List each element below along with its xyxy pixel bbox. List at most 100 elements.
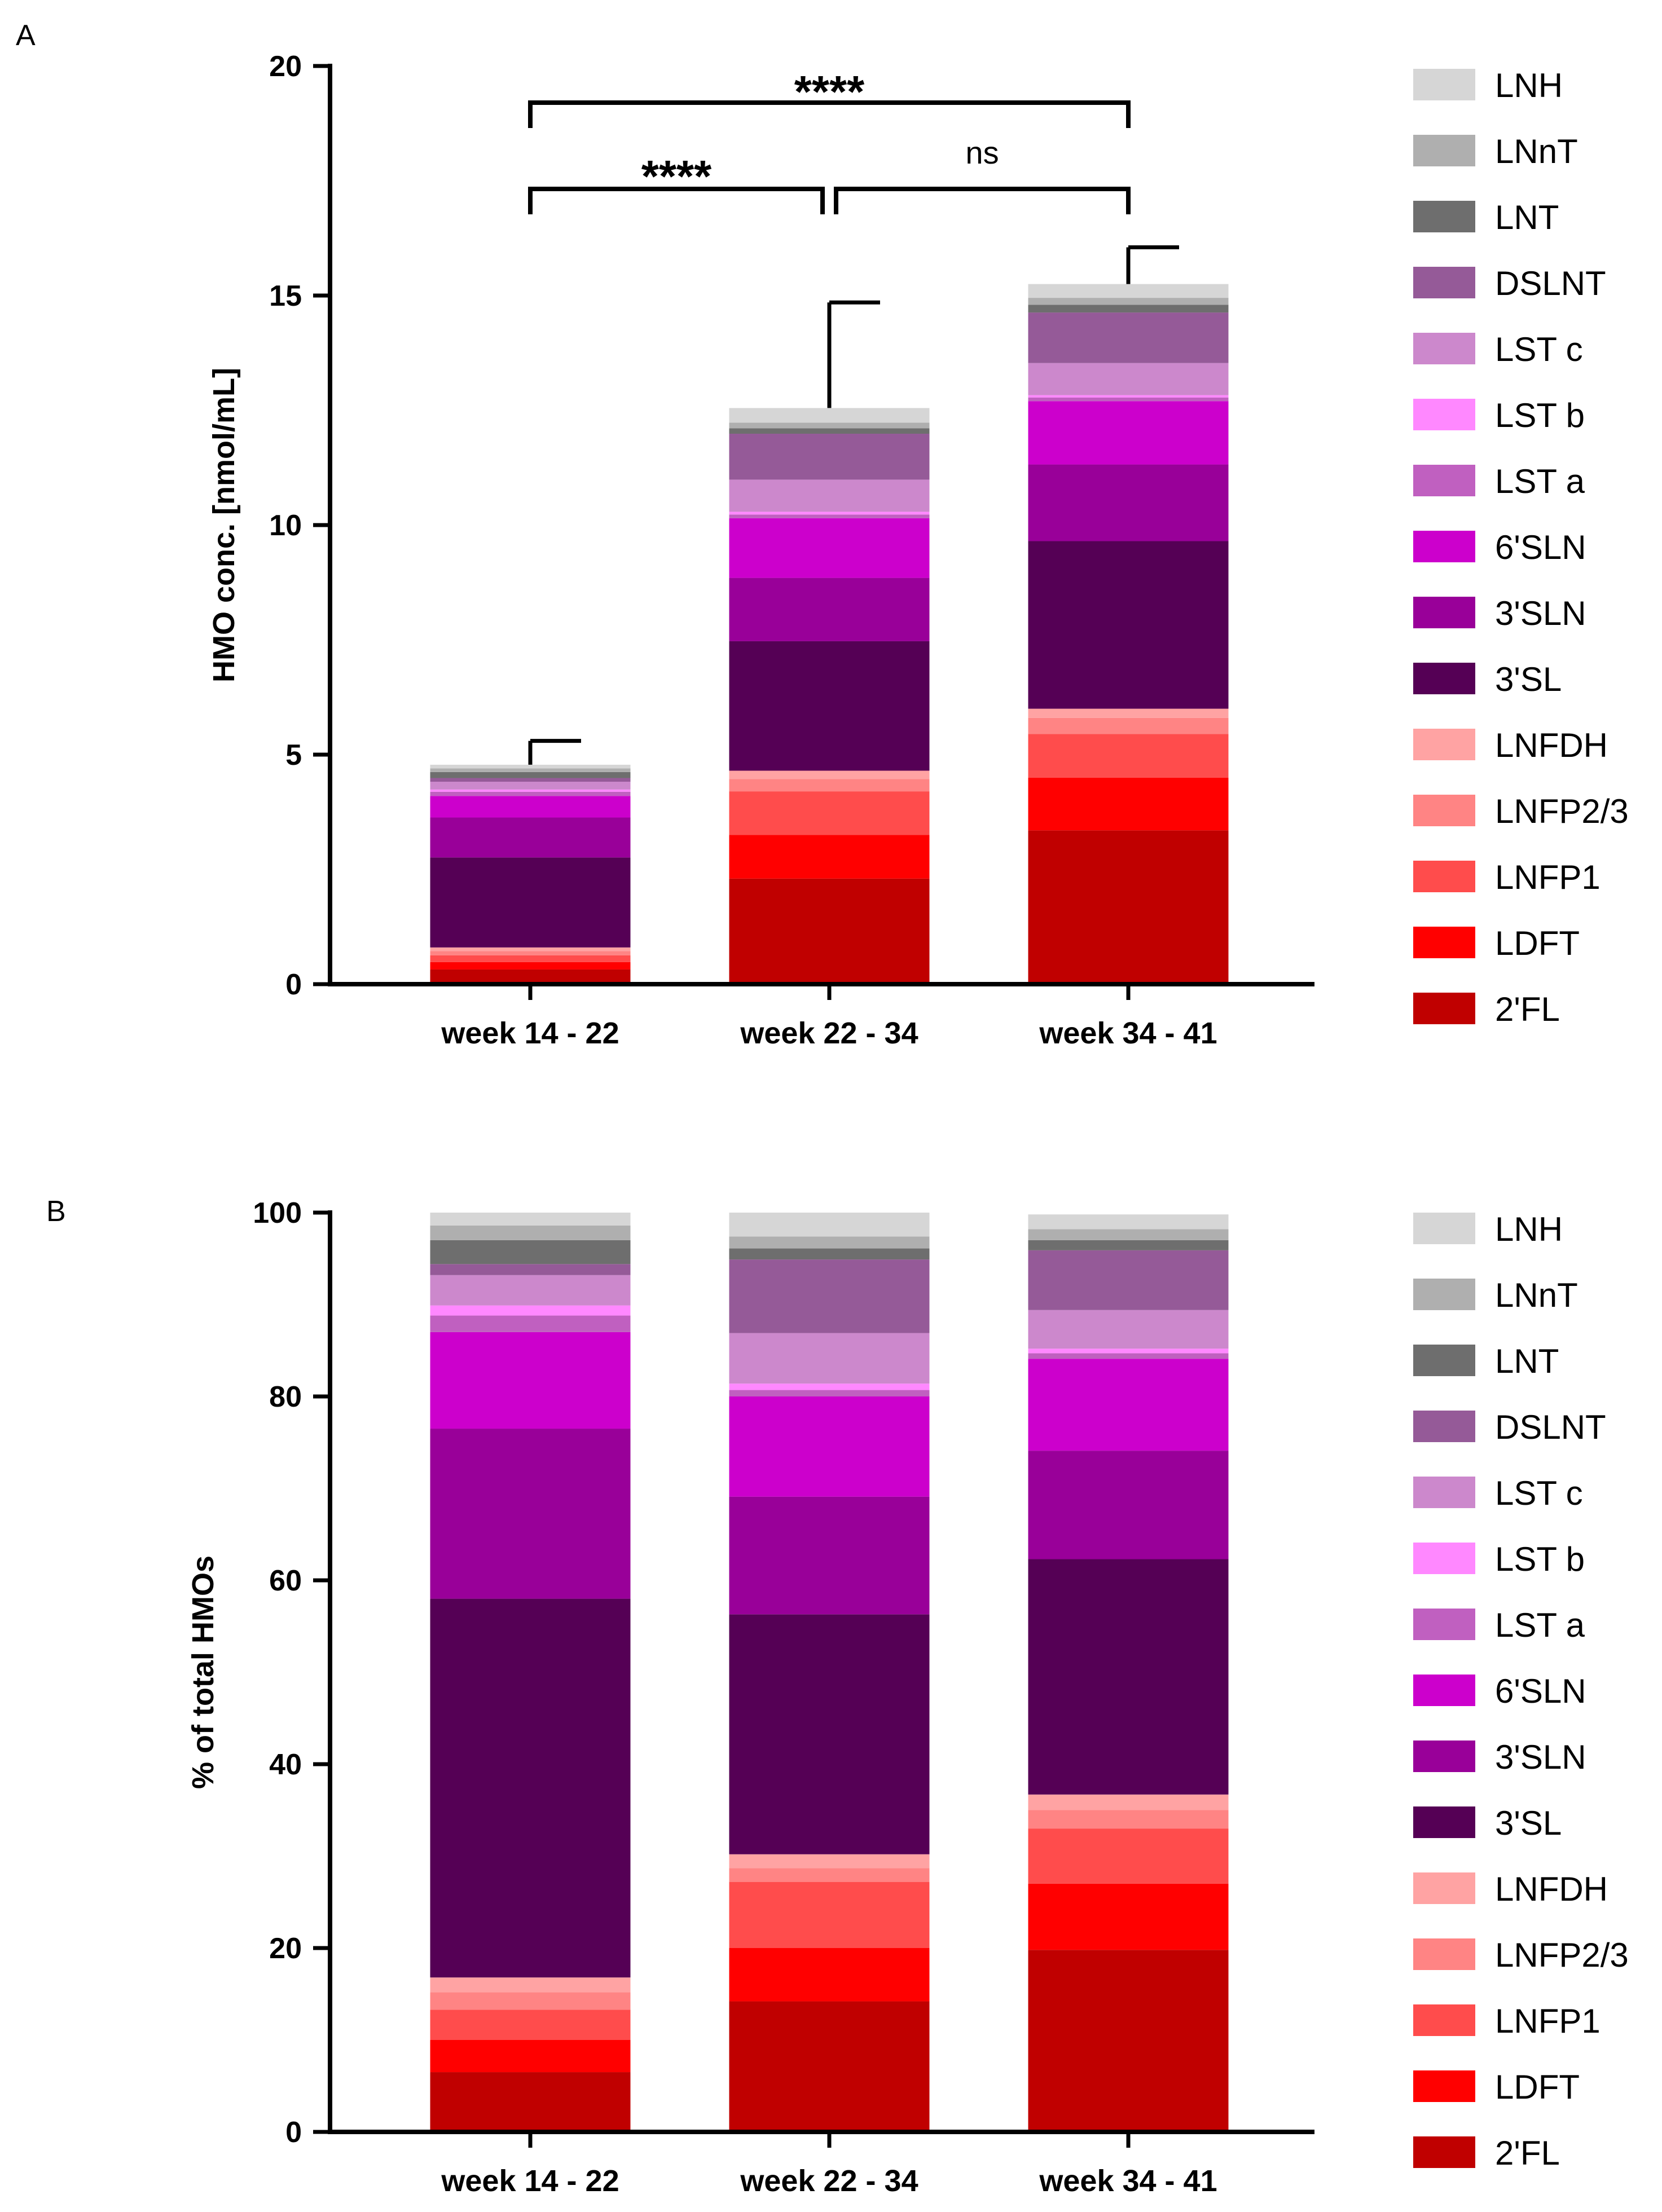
panel-a-segment-lnt-week-22-34 (729, 428, 930, 434)
panel-a-segment-ldft-week-34-41 (1028, 777, 1229, 831)
panel-b-legend-label-lnt: LNT (1495, 1342, 1559, 1380)
panel-b-segment-6-sln-week-14-22 (430, 1332, 631, 1429)
panel-a-legend-label-lnnt: LNnT (1495, 133, 1578, 170)
panel-b-legend: LNH LNnT LNT DSLNT LST c LST b LST a 6'SLN 3'SLN… (1413, 1210, 1629, 2172)
panel-b-legend-label-6-sln: 6'SLN (1495, 1672, 1586, 1710)
panel-a-segment-3-sln-week-14-22 (430, 817, 631, 858)
panel-a-y-tick-label-20: 20 (269, 50, 302, 83)
panel-a-legend-label-3-sln: 3'SLN (1495, 594, 1586, 632)
panel-a-segment-lnfp2-3-week-34-41 (1028, 717, 1229, 734)
panel-b-segment-lnt-week-14-22 (430, 1240, 631, 1264)
panel-b-legend-swatch-lnt (1413, 1345, 1475, 1376)
panel-a-legend-label-dslnt: DSLNT (1495, 265, 1606, 302)
panel-b-y-tick-label-60: 60 (269, 1565, 302, 1597)
panel-a-segment-lnt-week-14-22 (430, 772, 631, 778)
panel-b-legend-swatch-lnfdh (1413, 1872, 1475, 1904)
panel-a-label: A (16, 19, 36, 52)
panel-b-x-tick-label-week-34-41: week 34 - 41 (1039, 2164, 1217, 2198)
panel-a-legend-swatch-ldft (1413, 927, 1475, 958)
panel-b-segment-lst-b-week-34-41 (1028, 1349, 1229, 1354)
panel-b-legend-swatch-lst-b (1413, 1543, 1475, 1574)
panel-b-segment-lst-c-week-14-22 (430, 1275, 631, 1306)
panel-a-y-tick-label-10: 10 (269, 509, 302, 542)
panel-a-segment-lst-a-week-34-41 (1028, 397, 1229, 402)
panel-b-legend-label-3-sln: 3'SLN (1495, 1738, 1586, 1776)
panel-a-legend-swatch-lnh (1413, 69, 1475, 100)
panel-a-segment-3-sl-week-14-22 (430, 857, 631, 948)
panel-a-legend: LNH LNnT LNT DSLNT LST c LST b LST a 6'SLN 3'SLN… (1413, 67, 1629, 1028)
panel-a-segment-3-sl-week-34-41 (1028, 541, 1229, 709)
panel-a-x-tick-label-week-34-41: week 34 - 41 (1039, 1016, 1217, 1050)
panel-b-bar-week-14-22 (430, 1213, 631, 2132)
panel-a-legend-swatch-lnfp1 (1413, 861, 1475, 892)
panel-b-legend-swatch-lnh (1413, 1213, 1475, 1244)
panel-a-segment-lnh-week-22-34 (729, 408, 930, 423)
panel-b-y-tick-label-20: 20 (269, 1932, 302, 1965)
panel-b-legend-label-ldft: LDFT (1495, 2068, 1580, 2106)
panel-b-segment-lnfdh-week-22-34 (729, 1854, 930, 1869)
panel-b-segment-dslnt-week-14-22 (430, 1264, 631, 1275)
panel-b-segment-ldft-week-14-22 (430, 2040, 631, 2073)
panel-a-segment-lnnt-week-14-22 (430, 768, 631, 772)
panel-a-segment-dslnt-week-14-22 (430, 778, 631, 782)
panel-a-legend-label-2-fl: 2'FL (1495, 990, 1560, 1028)
panel-a-y-tick-label-0: 0 (285, 968, 302, 1001)
panel-b-segment-lnt-week-34-41 (1028, 1240, 1229, 1250)
panel-a-segment-lst-c-week-14-22 (430, 782, 631, 790)
panel-a-legend-swatch-lst-b (1413, 399, 1475, 430)
panel-b-segment-lnh-week-22-34 (729, 1213, 930, 1237)
panel-b-legend-swatch-lst-c (1413, 1477, 1475, 1508)
panel-a-segment-lnh-week-14-22 (430, 764, 631, 769)
panel-a-significance-bracket-3 (528, 100, 1131, 128)
panel-a-segment-2-fl-week-14-22 (430, 969, 631, 984)
panel-a-segment-2-fl-week-34-41 (1028, 830, 1229, 984)
panel-a-segment-lnfp2-3-week-22-34 (729, 779, 930, 792)
panel-b-legend-label-lnh: LNH (1495, 1210, 1563, 1248)
panel-a-legend-label-3-sl: 3'SL (1495, 660, 1562, 698)
panel-a-segment-dslnt-week-34-41 (1028, 312, 1229, 363)
panel-b-segment-lst-a-week-14-22 (430, 1315, 631, 1332)
panel-b-legend-swatch-lnnt (1413, 1279, 1475, 1310)
panel-a-segment-ldft-week-22-34 (729, 835, 930, 879)
panel-b-legend-label-2-fl: 2'FL (1495, 2134, 1560, 2172)
panel-b-bar-week-22-34 (729, 1213, 930, 2132)
panel-b-segment-6-sln-week-22-34 (729, 1396, 930, 1497)
panel-b-segment-lnfp2-3-week-14-22 (430, 1992, 631, 2010)
panel-b-legend-swatch-lnfp1 (1413, 2004, 1475, 2036)
panel-a-legend-label-lnh: LNH (1495, 67, 1563, 104)
panel-b-segment-lst-b-week-14-22 (430, 1305, 631, 1316)
panel-a-segment-6-sln-week-34-41 (1028, 401, 1229, 465)
panel-a-bar-week-34-41 (1028, 284, 1229, 984)
panel-a-segment-lnfdh-week-14-22 (430, 947, 631, 951)
panel-a-segment-6-sln-week-22-34 (729, 518, 930, 578)
panel-a-legend-swatch-lst-a (1413, 465, 1475, 496)
panel-a-legend-swatch-3-sln (1413, 597, 1475, 628)
panel-b-legend-swatch-lnfp2-3 (1413, 1938, 1475, 1970)
panel-a-x-tick-label-week-22-34: week 22 - 34 (740, 1016, 918, 1050)
panel-a-segment-lst-b-week-22-34 (729, 512, 930, 515)
panel-a-segment-lnnt-week-34-41 (1028, 298, 1229, 305)
panel-a-segment-dslnt-week-22-34 (729, 434, 930, 480)
panel-a-segment-3-sl-week-22-34 (729, 641, 930, 771)
panel-a-legend-swatch-lnfp2-3 (1413, 795, 1475, 826)
panel-a-legend-label-lst-b: LST b (1495, 396, 1585, 434)
panel-a-segment-lst-a-week-14-22 (430, 791, 631, 796)
panel-b-segment-lnfp1-week-34-41 (1028, 1828, 1229, 1884)
panel-b-segment-lnfp2-3-week-34-41 (1028, 1810, 1229, 1829)
panel-b-legend-label-lst-c: LST c (1495, 1474, 1583, 1512)
panel-b-segment-lst-a-week-22-34 (729, 1390, 930, 1396)
panel-b-segment-lnnt-week-14-22 (430, 1225, 631, 1240)
panel-a-segment-lnfp1-week-22-34 (729, 791, 930, 835)
panel-a-segment-ldft-week-14-22 (430, 962, 631, 970)
panel-a-legend-label-lnfdh: LNFDH (1495, 726, 1608, 764)
panel-b-segment-lnfp2-3-week-22-34 (729, 1868, 930, 1882)
panel-a-legend-swatch-lnfdh (1413, 729, 1475, 760)
panel-b-segment-ldft-week-34-41 (1028, 1883, 1229, 1950)
panel-a-segment-lst-b-week-14-22 (430, 789, 631, 792)
panel-a-legend-label-lst-c: LST c (1495, 331, 1583, 368)
panel-a-legend-label-lst-a: LST a (1495, 462, 1585, 500)
panel-b-segment-3-sln-week-14-22 (430, 1429, 631, 1599)
panel-b-legend-label-lnfdh: LNFDH (1495, 1870, 1608, 1908)
